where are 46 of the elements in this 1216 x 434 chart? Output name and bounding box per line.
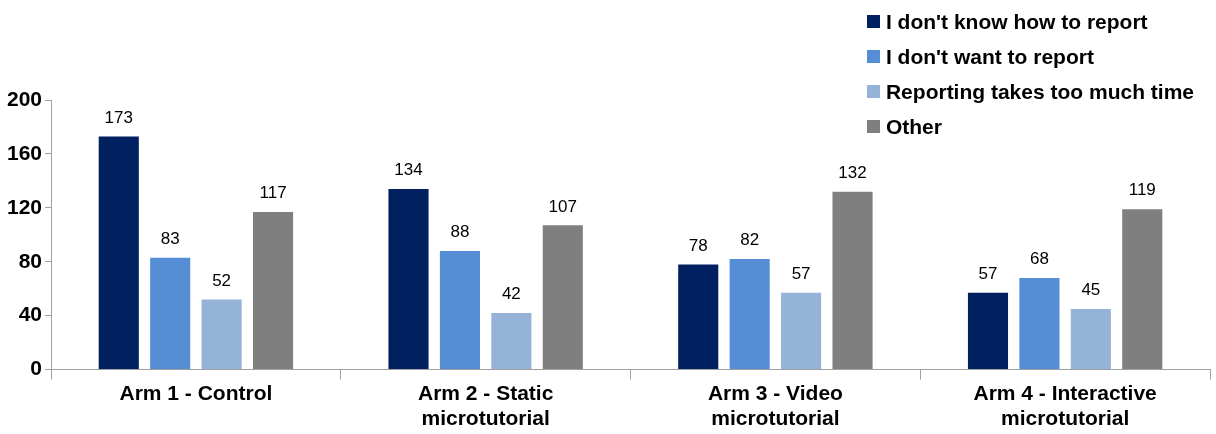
data-label: 83 [160,228,180,248]
x-tick-label: Arm 3 - Video microtutorial [707,381,843,430]
bar [1122,209,1163,370]
data-label: 134 [394,160,423,180]
bar [1070,308,1111,370]
bar [491,312,532,370]
data-label: 57 [978,263,998,283]
bar [1019,277,1060,370]
legend-label: I don't want to report [885,44,1094,69]
bar [201,299,242,370]
bar [967,292,1009,370]
legend-label: Other [885,114,942,139]
bar [252,211,294,370]
x-tick-label: Arm 1 - Control [119,381,273,404]
y-tick-label: 120 [6,194,43,218]
bar [729,259,770,370]
data-label: 132 [838,162,867,182]
y-tick-label: 80 [18,248,43,272]
data-label: 88 [450,222,470,242]
y-tick-label: 160 [6,140,43,164]
data-label: 52 [212,270,232,290]
y-tick-label: 200 [6,86,43,110]
bar [439,250,480,370]
bar [678,264,719,370]
x-tick-label: Arm 4 - Interactive microtutorial [973,381,1157,430]
data-label: 78 [688,235,708,255]
data-label: 173 [104,107,133,127]
data-label: 68 [1029,249,1049,269]
bar [781,292,822,370]
data-label: 45 [1081,280,1101,300]
y-tick-label: 0 [30,356,43,380]
data-label: 119 [1128,180,1156,200]
legend-label: I don't know how to report [885,9,1148,34]
data-label: 107 [548,196,577,216]
bar [150,257,191,370]
data-label: 82 [740,230,760,250]
x-tick-label: Arm 2 - Static microtutorial [417,381,554,430]
data-label: 117 [259,183,287,203]
data-label: 42 [501,284,521,304]
data-label: 57 [791,263,811,283]
bar [832,191,873,370]
bar [388,188,429,370]
y-tick-label: 40 [18,302,43,326]
legend-label: Reporting takes too much time [885,79,1194,104]
bar [542,225,583,370]
bar [98,136,139,370]
